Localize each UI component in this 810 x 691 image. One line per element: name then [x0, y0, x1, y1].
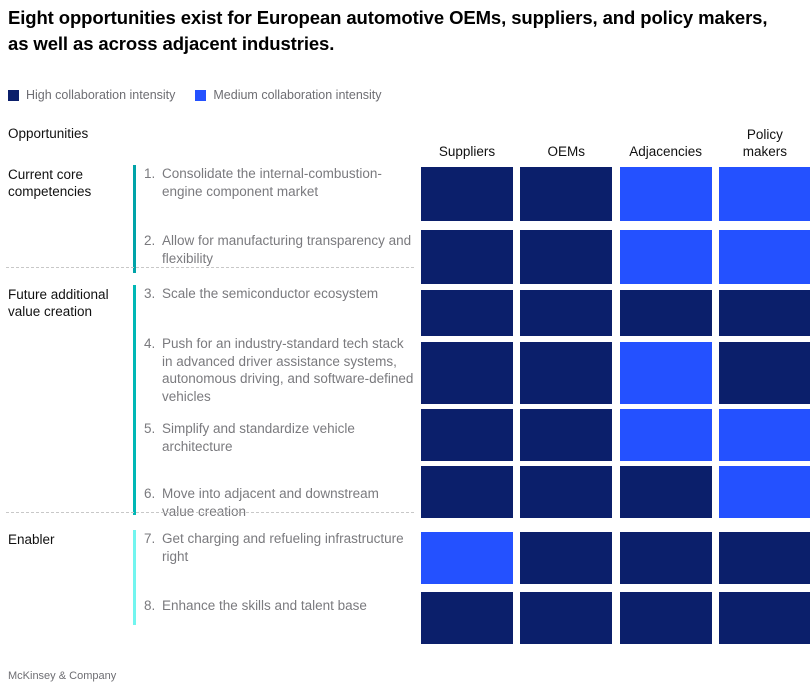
opportunity-text: Allow for manufacturing transparency and… [162, 233, 412, 266]
legend-label-medium: Medium collaboration intensity [213, 88, 382, 102]
group-name-3: Enabler [8, 532, 55, 547]
opportunity-text: Move into adjacent and downstream value … [162, 486, 379, 519]
group-divider [6, 512, 414, 513]
group-accent-bar-1 [133, 165, 136, 273]
opportunity-item: 5. Simplify and standardize vehicle archi… [144, 420, 414, 455]
column-header-adjacencies: Adjacencies [629, 144, 702, 159]
matrix-cell-r7-c2 [520, 532, 613, 584]
matrix-cell-r5-c2 [520, 409, 613, 461]
group-name-2: Future additional value creation [8, 287, 109, 319]
matrix-cell-r5-c1 [421, 409, 513, 461]
group-accent-bar-2 [133, 285, 136, 515]
matrix-cell-r4-c1 [421, 342, 513, 404]
legend-item-medium: Medium collaboration intensity [195, 88, 382, 102]
opportunity-item: 6. Move into adjacent and downstream valu… [144, 485, 414, 520]
matrix-cell-r4-c2 [520, 342, 613, 404]
column-header-policy-makers: Policy makers [742, 127, 788, 159]
opportunity-number: 6. [144, 486, 156, 501]
matrix-cell-r1-c4 [718, 167, 810, 221]
column-header-oems: OEMs [547, 144, 586, 159]
matrix-cell-r2-c2 [520, 230, 613, 284]
group-name-1: Current core competencies [8, 167, 92, 199]
matrix-cell-r6-c2 [520, 466, 613, 518]
opportunity-number: 7. [144, 531, 156, 546]
group-divider [6, 267, 414, 268]
matrix-cell-r2-c3 [619, 230, 712, 284]
opportunity-item: 1. Consolidate the internal-combustion-en… [144, 165, 414, 200]
matrix-cell-r3-c1 [421, 290, 513, 336]
column-header-suppliers: Suppliers [438, 144, 496, 159]
matrix-cell-r2-c4 [718, 230, 810, 284]
opportunity-text: Push for an industry-standard tech stack… [162, 336, 414, 404]
matrix-cell-r6-c1 [421, 466, 513, 518]
matrix-cell-r2-c1 [421, 230, 513, 284]
matrix-cell-r8-c3 [619, 592, 712, 644]
page-title: Eight opportunities exist for European a… [8, 7, 768, 54]
opportunity-text: Consolidate the internal-combustion-engi… [162, 166, 382, 199]
matrix-cell-r6-c3 [619, 466, 712, 518]
legend: High collaboration intensity Medium coll… [8, 88, 382, 102]
opportunity-item: 2. Allow for manufacturing transparency a… [144, 232, 414, 267]
opportunity-item: 4. Push for an industry-standard tech sta… [144, 335, 414, 405]
matrix-cell-r4-c3 [619, 342, 712, 404]
opportunity-number: 8. [144, 598, 156, 613]
matrix-cell-r5-c4 [718, 409, 810, 461]
matrix-cell-r7-c1 [421, 532, 513, 584]
opportunity-number: 3. [144, 286, 156, 301]
legend-swatch-medium-icon [195, 89, 207, 101]
matrix-cell-r1-c1 [421, 167, 513, 221]
opportunity-item: 3. Scale the semiconductor ecosystem [144, 285, 414, 303]
matrix-cell-r4-c4 [718, 342, 810, 404]
opportunity-text: Enhance the skills and talent base [162, 598, 367, 613]
matrix-cell-r3-c4 [718, 290, 810, 336]
opportunity-number: 4. [144, 336, 156, 351]
matrix-cell-r3-c2 [520, 290, 613, 336]
matrix-cell-r7-c4 [718, 532, 810, 584]
opportunity-number: 5. [144, 421, 156, 436]
column-headers: Suppliers OEMs Adjacencies Policy makers [421, 120, 802, 160]
opportunity-text: Get charging and refueling infrastructur… [162, 531, 404, 564]
opportunity-item: 8. Enhance the skills and talent base [144, 597, 414, 615]
legend-swatch-high-icon [8, 89, 19, 101]
legend-item-high: High collaboration intensity [8, 88, 175, 102]
opportunity-number: 1. [144, 166, 156, 181]
group-accent-bar-3 [133, 530, 136, 625]
opportunity-text: Simplify and standardize vehicle archite… [162, 421, 355, 454]
footer-attribution: McKinsey & Company [8, 670, 117, 682]
matrix-cell-r8-c2 [520, 592, 613, 644]
opportunity-item: 7. Get charging and refueling infrastruct… [144, 530, 414, 565]
legend-label-high: High collaboration intensity [26, 88, 176, 102]
matrix-cell-r5-c3 [619, 409, 712, 461]
matrix-cell-r8-c4 [718, 592, 810, 644]
matrix-cell-r8-c1 [421, 592, 513, 644]
opportunity-text: Scale the semiconductor ecosystem [162, 286, 379, 301]
matrix-cell-r7-c3 [619, 532, 712, 584]
matrix-cell-r1-c3 [619, 167, 712, 221]
matrix-cell-r3-c3 [619, 290, 712, 336]
matrix-cell-r1-c2 [520, 167, 613, 221]
matrix-cell-r6-c4 [718, 466, 810, 518]
opportunity-number: 2. [144, 233, 156, 248]
opportunities-header: Opportunities [8, 126, 89, 141]
